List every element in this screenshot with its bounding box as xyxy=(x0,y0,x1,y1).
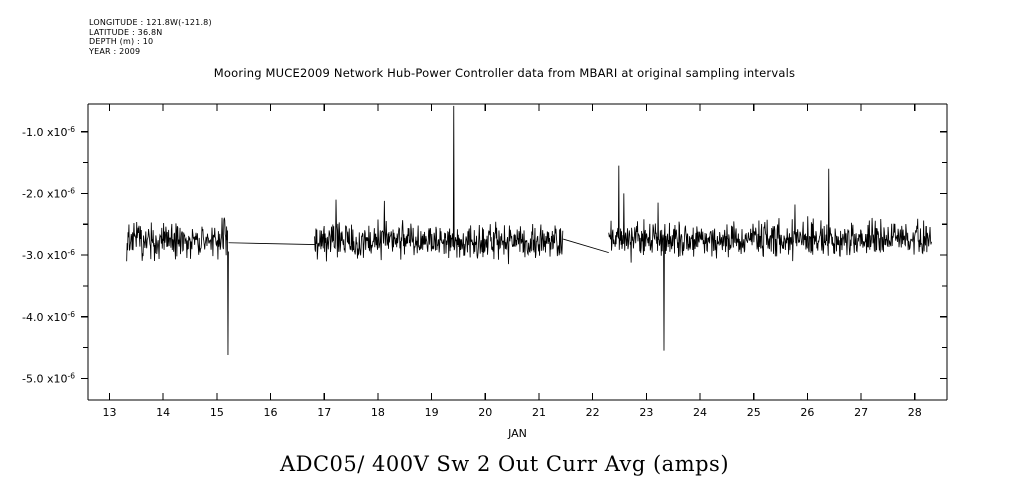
y-tick-label: -2.0 x10-6 xyxy=(22,186,75,200)
segment-1 xyxy=(126,217,229,355)
segment-2 xyxy=(314,105,564,265)
x-tick-label: 25 xyxy=(747,406,761,419)
x-tick-label: 26 xyxy=(800,406,814,419)
x-tick-label: 15 xyxy=(210,406,224,419)
metadata-latitude: LATITUDE : 36.8N xyxy=(89,27,163,37)
x-tick-label: 16 xyxy=(264,406,278,419)
x-tick-label: 18 xyxy=(371,406,385,419)
y-tick-label: -5.0 x10-6 xyxy=(22,371,75,385)
x-tick-label: 20 xyxy=(478,406,492,419)
x-tick-label: 21 xyxy=(532,406,546,419)
gap-connector-2 xyxy=(563,238,609,254)
x-tick-label: 17 xyxy=(317,406,331,419)
x-tick-label: 13 xyxy=(102,406,116,419)
x-tick-label: 19 xyxy=(425,406,439,419)
metadata-longitude: LONGITUDE : 121.8W(-121.8) xyxy=(89,18,212,27)
metadata-year: YEAR : 2009 xyxy=(89,46,141,56)
x-tick-label: 27 xyxy=(854,406,868,419)
y-tick-label: -3.0 x10-6 xyxy=(22,248,75,262)
x-tick-label: 23 xyxy=(639,406,653,419)
x-axis-title: JAN xyxy=(507,427,527,440)
segment-3 xyxy=(608,165,932,351)
x-tick-label: 28 xyxy=(908,406,922,419)
x-tick-label: 24 xyxy=(693,406,707,419)
metadata-depth: DEPTH (m) : 10 xyxy=(89,37,154,47)
plot-caption: ADC05/ 400V Sw 2 Out Curr Avg (amps) xyxy=(279,452,730,476)
gap-connector-1 xyxy=(228,242,315,246)
y-tick-label: -1.0 x10-6 xyxy=(22,125,75,139)
chart-title: Mooring MUCE2009 Network Hub-Power Contr… xyxy=(213,66,796,80)
x-tick-label: 14 xyxy=(156,406,170,419)
x-tick-label: 22 xyxy=(586,406,600,419)
metadata-block: LONGITUDE : 121.8W(-121.8) LATITUDE : 36… xyxy=(89,18,212,56)
y-tick-label: -4.0 x10-6 xyxy=(22,310,75,324)
